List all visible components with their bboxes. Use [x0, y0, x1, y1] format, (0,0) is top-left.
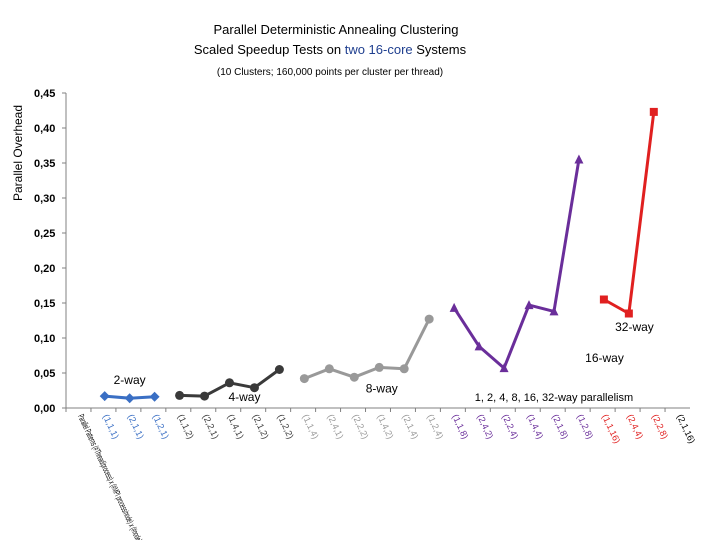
data-point: [374, 362, 384, 372]
labels-layer: 2-way 4-way 8-way 16-way 32-way 1, 2, 4, 8, 1…: [114, 320, 654, 404]
chart-subtitle: (10 Clusters; 160,000 points per cluster…: [217, 67, 443, 78]
y-tick-label: 0,35: [34, 158, 55, 170]
series-layer: [99, 107, 658, 404]
y-axis-label: Parallel Overhead: [11, 105, 25, 201]
data-point: [474, 341, 484, 351]
x-tick-label: (1,1,1): [101, 413, 121, 441]
series-label-32-way: 32-way: [615, 320, 654, 334]
data-point: [274, 365, 284, 374]
x-tick-label: (2,1,2): [251, 413, 271, 441]
x-tick-label: (2,4,4): [625, 413, 645, 441]
data-point: [624, 309, 633, 318]
x-tick-label: (2,2,8): [650, 413, 670, 441]
data-point: [175, 390, 185, 400]
data-point: [349, 372, 359, 382]
x-tick-label: (1,1,8): [450, 413, 470, 441]
data-point: [249, 383, 259, 393]
y-tick-label: 0,10: [34, 333, 55, 345]
x-tick-label: (2,1,1): [126, 413, 146, 441]
y-tick-label: 0,15: [34, 298, 55, 310]
x-tick-label: (2,1,16): [675, 413, 697, 445]
x-tick-label: (2,1,8): [550, 413, 570, 441]
data-point: [574, 154, 584, 164]
series-32-way: [599, 107, 658, 318]
x-tick-label: (1,1,4): [301, 413, 321, 441]
series-label-2-way: 2-way: [114, 373, 146, 387]
data-point: [200, 391, 210, 401]
x-tick-label: (1,4,4): [525, 413, 545, 441]
x-tick-label: (2,2,4): [500, 413, 520, 441]
data-point: [549, 306, 559, 316]
data-point: [424, 314, 434, 324]
chart-title-line2: Scaled Speedup Tests on two 16-core Syst…: [194, 42, 467, 57]
data-point: [499, 363, 509, 373]
series-16-way: [449, 154, 584, 373]
series-label-4-way: 4-way: [228, 390, 260, 404]
y-tick-label: 0,40: [34, 123, 55, 135]
series-label-16-way: 16-way: [585, 351, 624, 365]
x-tick-label: (1,4,2): [375, 413, 395, 441]
x-tick-label: (2,4,2): [475, 413, 495, 441]
chart-title-line2-accent: two 16-core: [345, 42, 413, 57]
y-tick-label: 0,25: [34, 228, 55, 240]
x-tick-label: (1,2,1): [151, 413, 171, 441]
series-line: [303, 318, 431, 380]
series-8-way: [299, 314, 434, 384]
data-point: [149, 391, 160, 402]
x-tick-label: (1,1,16): [600, 413, 622, 445]
y-tick-label: 0,05: [34, 368, 55, 380]
x-tick-label: (1,2,8): [575, 413, 595, 441]
chart-title-line1: Parallel Deterministic Annealing Cluster…: [214, 22, 459, 37]
data-point: [124, 393, 135, 404]
data-point: [99, 391, 110, 402]
x-tick-label: (1,1,2): [176, 413, 196, 441]
x-tick-label: (1,2,4): [425, 413, 445, 441]
data-point: [649, 107, 658, 116]
x-tick-label: (2,1,4): [400, 413, 420, 441]
x-tick-label: (2,2,2): [350, 413, 370, 441]
x-tick-label: (2,2,1): [201, 413, 221, 441]
series-label-8-way: 8-way: [366, 382, 398, 396]
x-tick-label: (1,2,2): [276, 413, 296, 441]
series-2-way: [99, 391, 160, 404]
series-line: [603, 111, 656, 315]
y-tick-label: 0,20: [34, 263, 55, 275]
data-point: [449, 302, 459, 312]
data-point: [599, 295, 608, 304]
series-4-way: [175, 365, 284, 401]
data-point: [524, 300, 534, 310]
series-line: [452, 159, 581, 370]
x-tick-label: (2,4,1): [326, 413, 346, 441]
data-point: [324, 364, 334, 374]
data-point: [224, 378, 234, 388]
data-point: [299, 374, 309, 384]
axes-group: 0,00 0,05 0,10 0,15 0,20 0,25 0,30 0,35 0,40 0,45…: [34, 88, 697, 540]
data-point: [399, 364, 409, 374]
y-tick-label: 0,30: [34, 193, 55, 205]
y-tick-label: 0,00: [34, 403, 55, 415]
x-tick-label: (1,4,1): [226, 413, 246, 441]
y-tick-label: 0,45: [34, 88, 55, 100]
parallelism-annotation: 1, 2, 4, 8, 16, 32-way parallelism: [475, 392, 633, 404]
chart-title-line2-prefix: Scaled Speedup Tests on: [194, 42, 345, 57]
chart-title-line2-suffix: Systems: [413, 42, 467, 57]
